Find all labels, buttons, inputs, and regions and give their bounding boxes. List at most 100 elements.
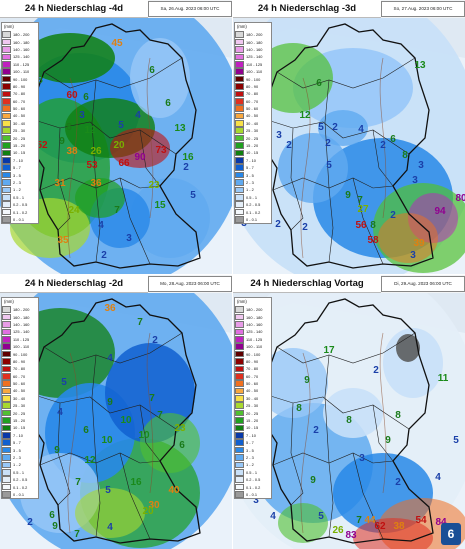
legend-label: 180 - 200 (13, 307, 30, 313)
legend-swatch (235, 350, 244, 358)
legend-swatch (2, 372, 11, 380)
legend-label: 2 - 3 (13, 180, 21, 185)
legend-label: 5 - 7 (246, 165, 254, 171)
legend-swatch (2, 439, 11, 447)
station-value-label: 5 (61, 377, 67, 388)
state-border (352, 177, 384, 265)
legend-swatch (235, 313, 244, 321)
legend-swatch (2, 97, 11, 105)
station-value-label: 9 (310, 475, 316, 486)
legend-label: 3 - 5 (13, 172, 21, 178)
legend-swatch (235, 417, 244, 424)
legend-item: 0.1 - 0.2 (235, 208, 271, 216)
legend-item: 0 - 0.1 (2, 491, 38, 498)
legend-swatch (235, 46, 244, 53)
legend-item: 1 - 2 (2, 461, 38, 469)
station-value-label: 27 (357, 204, 369, 215)
legend-label: 25 - 30 (13, 128, 26, 134)
legend-label: 25 - 30 (13, 403, 26, 409)
legend-swatch (2, 216, 11, 223)
legend-label: 60 - 70 (246, 98, 259, 104)
legend-label: 110 - 125 (13, 61, 30, 67)
legend-label: 90 - 100 (246, 76, 261, 82)
map-panel-minus-2d: 24 h Niederschlag -2d Mo, 28.Aug. 2023 0… (0, 275, 232, 549)
legend-label: 30 - 40 (13, 395, 26, 401)
station-value-label: 35 (57, 235, 69, 246)
panel-date: Sa, 26.Aug. 2023 06:00 UTC (148, 1, 232, 17)
legend-swatch (2, 75, 11, 83)
legend-swatch (235, 90, 244, 98)
legend-item: 3 - 5 (2, 446, 38, 454)
state-border (39, 452, 161, 466)
legend-label: 90 - 100 (13, 351, 28, 357)
legend-swatch (2, 432, 11, 439)
legend-swatch (2, 120, 11, 127)
legend-label: 0.1 - 0.2 (13, 209, 28, 215)
legend-swatch (235, 171, 244, 179)
legend-item: 160 - 180 (2, 313, 38, 321)
legend-label: 30 - 40 (246, 395, 259, 401)
legend-label: 0.2 - 0.5 (246, 202, 261, 208)
legend-label: 2 - 3 (246, 180, 254, 185)
legend-swatch (235, 75, 244, 83)
state-border (260, 117, 410, 155)
legend-swatch (2, 313, 11, 321)
precipitation-area (130, 38, 190, 118)
station-value-label: 2 (373, 365, 379, 376)
station-value-label: 20 (113, 140, 125, 151)
station-value-label: 2 (332, 122, 338, 133)
station-value-label: 12 (84, 455, 96, 466)
state-border (57, 402, 71, 506)
station-value-label: 4 (107, 353, 113, 364)
legend-swatch (2, 476, 11, 483)
legend-swatch (2, 358, 11, 365)
legend-item: 60 - 70 (235, 372, 271, 380)
state-border (27, 392, 177, 430)
state-border (324, 354, 334, 538)
legend-swatch (2, 171, 11, 179)
legend-item: 5 - 7 (235, 164, 271, 172)
legend-label: 0.1 - 0.2 (246, 209, 261, 215)
station-value-label: 6 (390, 134, 396, 145)
legend-label: 3 - 5 (13, 447, 21, 453)
legend-label: 0.1 - 0.2 (246, 484, 261, 490)
legend-swatch (235, 387, 244, 395)
legend-item: 5 - 7 (2, 164, 38, 172)
station-value-label: 5 (453, 435, 459, 446)
legend-item: 3 - 5 (235, 446, 271, 454)
legend-label: 0 - 0.1 (246, 216, 258, 222)
legend-item: 2 - 3 (2, 179, 38, 186)
legend-label: 80 - 90 (13, 358, 26, 364)
legend-label: 50 - 60 (13, 381, 26, 387)
legend-label: 50 - 60 (13, 106, 26, 112)
legend-item: 15 - 20 (235, 417, 271, 424)
station-value-label: 4 (57, 407, 63, 418)
legend-label: 60 - 70 (13, 98, 26, 104)
legend-item: 70 - 80 (235, 90, 271, 98)
legend-swatch (2, 321, 11, 328)
panel-date: Di, 29.Aug. 2023 06:00 UTC (381, 276, 465, 292)
legend-item: 1 - 2 (235, 186, 271, 194)
station-value-label: 2 (313, 425, 319, 436)
legend-label: 5 - 7 (13, 440, 21, 446)
station-value-label: 2 (275, 219, 281, 230)
precipitation-legend: (mm) 180 - 200 160 - 180 140 - 160 125 - 140… (1, 22, 39, 225)
legend-swatch (2, 335, 11, 343)
legend-label: 125 - 140 (246, 54, 263, 60)
legend-swatch (235, 395, 244, 402)
station-value-label: 17 (323, 345, 335, 356)
legend-swatch (235, 193, 244, 201)
station-value-label: 4 (435, 472, 441, 483)
legend-label: 100 - 110 (246, 69, 263, 75)
precipitation-legend: (mm) 180 - 200 160 - 180 140 - 160 125 - 140… (1, 297, 39, 500)
legend-item: 160 - 180 (2, 38, 38, 46)
station-value-label: 52 (36, 140, 48, 151)
station-value-label: 2 (27, 517, 33, 528)
legend-swatch (235, 112, 244, 120)
legend-label: 50 - 60 (246, 381, 259, 387)
legend-item: 180 - 200 (2, 306, 38, 313)
station-value-label: 12 (299, 110, 311, 121)
state-border (91, 79, 101, 263)
legend-label: 100 - 110 (246, 344, 263, 350)
legend-item: 15 - 20 (2, 142, 38, 149)
